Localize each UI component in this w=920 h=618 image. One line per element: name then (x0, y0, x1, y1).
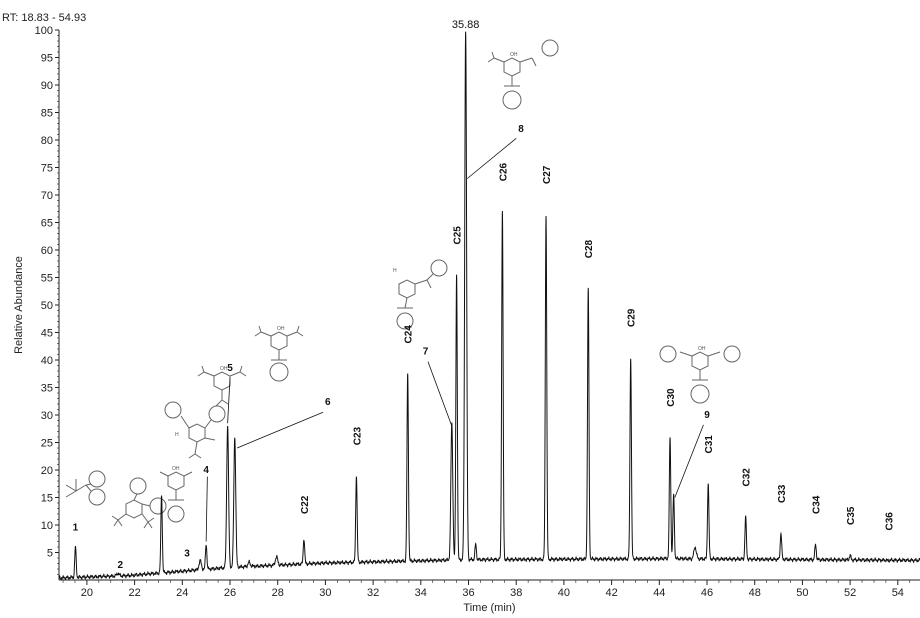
y-tick-label: 25 (41, 438, 53, 450)
peak-label: 5 (227, 363, 233, 374)
svg-text:OH: OH (220, 366, 228, 372)
y-tick-label: 70 (41, 190, 53, 202)
structure-6-icon: OH (254, 325, 304, 382)
svg-text:OH: OH (277, 326, 285, 332)
y-tick-label: 30 (41, 410, 53, 422)
x-tick-label: 44 (653, 587, 665, 599)
y-tick-label: 10 (41, 520, 53, 532)
x-tick-label: 32 (367, 587, 379, 599)
structure-7-icon: H (393, 259, 448, 330)
peak-label: C28 (584, 239, 595, 258)
leader-line (205, 476, 208, 542)
x-tick-label: 46 (701, 587, 713, 599)
y-tick-label: 100 (35, 25, 53, 37)
x-tick-label: 28 (272, 587, 284, 599)
x-tick-label: 34 (415, 587, 427, 599)
svg-text:H: H (175, 432, 179, 438)
peak-label: 2 (118, 560, 124, 571)
chromatogram-trace (58, 31, 920, 581)
svg-text:H: H (393, 268, 397, 274)
svg-text:OH: OH (172, 466, 180, 472)
x-tick-label: 20 (81, 587, 93, 599)
structure-4-icon: H (164, 401, 226, 459)
peak-label: C34 (812, 495, 823, 514)
x-axis-title: Time (min) (463, 602, 515, 614)
y-tick-label: 40 (41, 355, 53, 367)
structure-drawings: OH H OH OH (65, 39, 741, 529)
y-tick-label: 90 (41, 80, 53, 92)
peak-label: C24 (404, 325, 415, 344)
leader-line (427, 361, 453, 427)
structure-8-icon: OH (487, 39, 559, 110)
structure-3-icon: OH (159, 466, 193, 523)
y-tick-label: 85 (41, 108, 53, 120)
leader-line (467, 138, 517, 179)
y-axis-title: Relative Abundance (13, 256, 25, 354)
peak-label: 6 (325, 397, 331, 408)
y-tick-label: 5 (47, 548, 53, 560)
structure-5-icon: OH (197, 365, 247, 407)
leader-line (674, 424, 704, 498)
y-tick-label: 65 (41, 218, 53, 230)
x-tick-label: 24 (176, 587, 188, 599)
y-tick-label: 15 (41, 493, 53, 505)
leader-line (227, 377, 231, 424)
y-tick-label: 50 (41, 300, 53, 312)
x-tick-label: 48 (749, 587, 761, 599)
y-tick-label: 80 (41, 135, 53, 147)
x-tick-label: 38 (510, 587, 522, 599)
y-tick-label: 20 (41, 465, 53, 477)
y-tick-label: 60 (41, 245, 53, 257)
x-tick-label: 36 (462, 587, 474, 599)
svg-text:OH: OH (510, 52, 518, 58)
peak-label: C32 (742, 468, 753, 487)
x-tick-label: 52 (844, 587, 856, 599)
peak-label: 3 (184, 548, 190, 559)
peak-label: C25 (453, 226, 464, 245)
svg-text:OH: OH (698, 346, 706, 352)
peak-label: C30 (666, 388, 677, 407)
x-tick-label: 42 (605, 587, 617, 599)
peak-label: 1 (73, 523, 79, 534)
rt-range: RT: 18.83 - 54.93 (2, 12, 86, 24)
structure-1-icon (65, 470, 106, 506)
x-tick-label: 30 (319, 587, 331, 599)
y-tick-label: 95 (41, 53, 53, 65)
peak-label: C23 (352, 426, 363, 445)
peak-label: C22 (300, 495, 311, 514)
y-tick-label: 35 (41, 383, 53, 395)
apex-label: 35.88 (452, 19, 480, 31)
x-tick-label: 50 (796, 587, 808, 599)
structure-2-icon (111, 477, 167, 529)
leader-line (237, 411, 324, 449)
peak-label: 9 (704, 410, 710, 421)
peak-label: C35 (846, 506, 857, 525)
x-tick-label: 26 (224, 587, 236, 599)
y-tick-label: 55 (41, 273, 53, 285)
x-tick-label: 40 (558, 587, 570, 599)
peak-label: C33 (777, 484, 788, 503)
peak-label: 4 (203, 465, 209, 476)
y-tick-label: 45 (41, 328, 53, 340)
peak-label: 8 (518, 124, 524, 135)
x-tick-label: 22 (128, 587, 140, 599)
peak-label: C29 (627, 308, 638, 327)
x-tick-label: 54 (892, 587, 904, 599)
peak-label: C36 (884, 512, 895, 531)
peak-label: C26 (498, 162, 509, 181)
peak-label: 7 (423, 347, 429, 358)
peak-label: C31 (704, 435, 715, 454)
structure-9-icon: OH (659, 345, 741, 404)
peak-label: C27 (542, 165, 553, 184)
y-tick-label: 75 (41, 163, 53, 175)
